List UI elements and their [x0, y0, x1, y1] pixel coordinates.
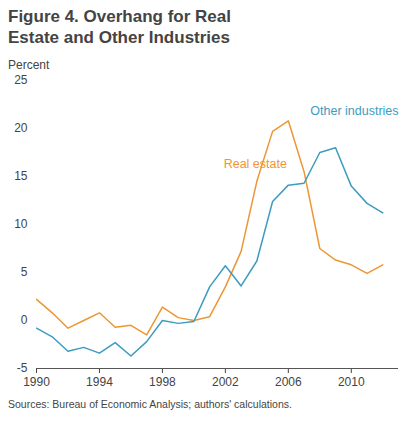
svg-text:15: 15 [14, 169, 28, 183]
svg-text:2006: 2006 [275, 375, 302, 389]
html-text:Figure 4. Overhang for Real Es: Figure 4. Overhang for Real Estate and O… [8, 7, 231, 47]
svg-text:2002: 2002 [212, 375, 239, 389]
svg-text:1998: 1998 [149, 375, 176, 389]
svg-text:10: 10 [14, 217, 28, 231]
html-text:Sources: Bureau of Economic An: Sources: Bureau of Economic Analysis; au… [8, 398, 292, 410]
svg-text:1994: 1994 [86, 375, 113, 389]
svg-text:25: 25 [14, 73, 28, 87]
svg-text:-5: -5 [17, 361, 28, 375]
svg-text:1990: 1990 [23, 375, 50, 389]
html-text:Percent: Percent [8, 58, 50, 72]
svg-text:0: 0 [21, 313, 28, 327]
svg-text:2010: 2010 [338, 375, 365, 389]
svg-text:Real estate: Real estate [224, 157, 287, 171]
svg-text:20: 20 [14, 121, 28, 135]
svg-text:Other industries: Other industries [310, 104, 398, 118]
svg-text:5: 5 [21, 265, 28, 279]
